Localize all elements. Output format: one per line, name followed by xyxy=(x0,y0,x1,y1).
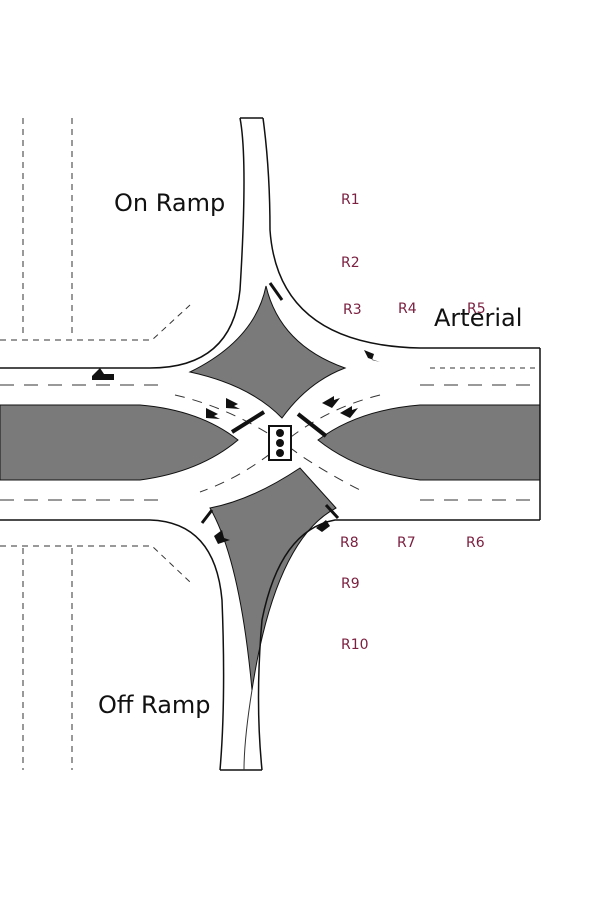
arterial-label: Arterial xyxy=(434,304,522,332)
stop-bar xyxy=(268,282,284,301)
dashed-line xyxy=(0,304,191,341)
ref-label-r6: R6 xyxy=(466,535,485,551)
on-ramp-outer-edge xyxy=(0,117,245,369)
road-edges xyxy=(0,117,541,771)
upper-island xyxy=(188,285,347,419)
right-median xyxy=(317,404,541,481)
off-ramp-outer-edge xyxy=(0,519,225,771)
stop-bar xyxy=(200,509,214,524)
crossover-line xyxy=(174,394,361,491)
direction-arrow-icon xyxy=(340,406,358,418)
on-ramp-inner-edge xyxy=(262,117,540,349)
vehicle-icon xyxy=(364,350,380,362)
ref-label-r8: R8 xyxy=(340,535,359,551)
ramp-center-line xyxy=(243,689,253,771)
ref-label-r4: R4 xyxy=(398,301,417,317)
left-dashed-boundaries xyxy=(0,118,191,770)
vehicle-icon xyxy=(92,368,114,380)
ref-label-r10: R10 xyxy=(341,637,369,653)
medians xyxy=(0,285,541,691)
ref-label-r3: R3 xyxy=(343,302,362,318)
dashed-line xyxy=(0,545,191,583)
off-ramp-label: Off Ramp xyxy=(98,691,211,719)
stop-bar xyxy=(296,412,328,438)
stop-bar xyxy=(324,503,340,520)
on-ramp-label: On Ramp xyxy=(114,189,225,217)
ref-label-r5: R5 xyxy=(467,301,486,317)
ref-label-r2: R2 xyxy=(341,255,360,271)
ref-label-r7: R7 xyxy=(397,535,416,551)
ref-label-r9: R9 xyxy=(341,576,360,592)
direction-arrow-icon xyxy=(226,398,240,409)
lane-markings xyxy=(0,367,540,771)
stop-bar xyxy=(230,410,266,434)
ref-label-r1: R1 xyxy=(341,192,360,208)
arrows xyxy=(92,350,380,544)
traffic-signal-icon xyxy=(268,425,292,461)
reference-points: R1 R2 R3 R4 R5 R6 R7 R8 R9 R10 xyxy=(340,192,486,653)
stop-bars xyxy=(200,282,340,524)
direction-arrow-icon xyxy=(206,408,220,419)
off-ramp-inner-edge xyxy=(257,519,540,771)
left-median xyxy=(0,404,239,481)
vehicle-icon xyxy=(316,520,330,532)
vehicle-icon xyxy=(214,530,230,544)
direction-arrow-icon xyxy=(322,396,340,408)
